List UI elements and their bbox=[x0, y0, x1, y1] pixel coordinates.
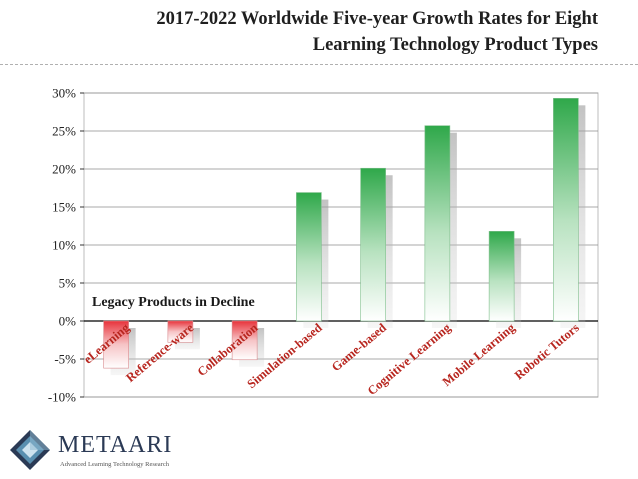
annotation-legacy-decline: Legacy Products in Decline bbox=[92, 295, 255, 310]
y-tick-label: 0% bbox=[59, 314, 77, 329]
growth-rate-bar-chart: -10%-5%0%5%10%15%20%25%30%eLearningRefer… bbox=[48, 86, 599, 405]
y-tick-label: 20% bbox=[52, 162, 76, 177]
bar bbox=[360, 167, 386, 322]
title-line-2: Learning Technology Product Types bbox=[312, 35, 598, 55]
bar bbox=[103, 320, 129, 369]
y-tick-label: -5% bbox=[54, 352, 76, 367]
y-tick-label: -10% bbox=[48, 390, 76, 405]
y-tick-label: 30% bbox=[52, 86, 76, 101]
y-tick-label: 25% bbox=[52, 124, 76, 139]
bar bbox=[231, 320, 258, 361]
diamond-logo-icon bbox=[10, 430, 50, 470]
y-tick-label: 5% bbox=[59, 276, 77, 291]
bars bbox=[103, 98, 586, 376]
title-line-1: 2017-2022 Worldwide Five-year Growth Rat… bbox=[156, 9, 598, 29]
logo-name: METAARI bbox=[58, 432, 173, 458]
logo-tagline: Advanced Learning Technology Research bbox=[60, 461, 169, 468]
annotations: Legacy Products in Decline bbox=[92, 295, 255, 310]
x-tick-label: Game-based bbox=[329, 321, 389, 375]
bar bbox=[553, 98, 579, 322]
bar bbox=[488, 231, 515, 322]
metaari-logo: METAARI Advanced Learning Technology Res… bbox=[8, 428, 198, 472]
bar bbox=[167, 320, 194, 343]
bar bbox=[424, 125, 451, 322]
y-tick-label: 10% bbox=[52, 238, 76, 253]
y-tick-label: 15% bbox=[52, 200, 76, 215]
x-tick-label: Robotic Tutors bbox=[512, 320, 582, 382]
chart-title: 2017-2022 Worldwide Five-year Growth Rat… bbox=[38, 6, 598, 58]
title-divider bbox=[0, 64, 638, 65]
bar bbox=[296, 192, 322, 322]
